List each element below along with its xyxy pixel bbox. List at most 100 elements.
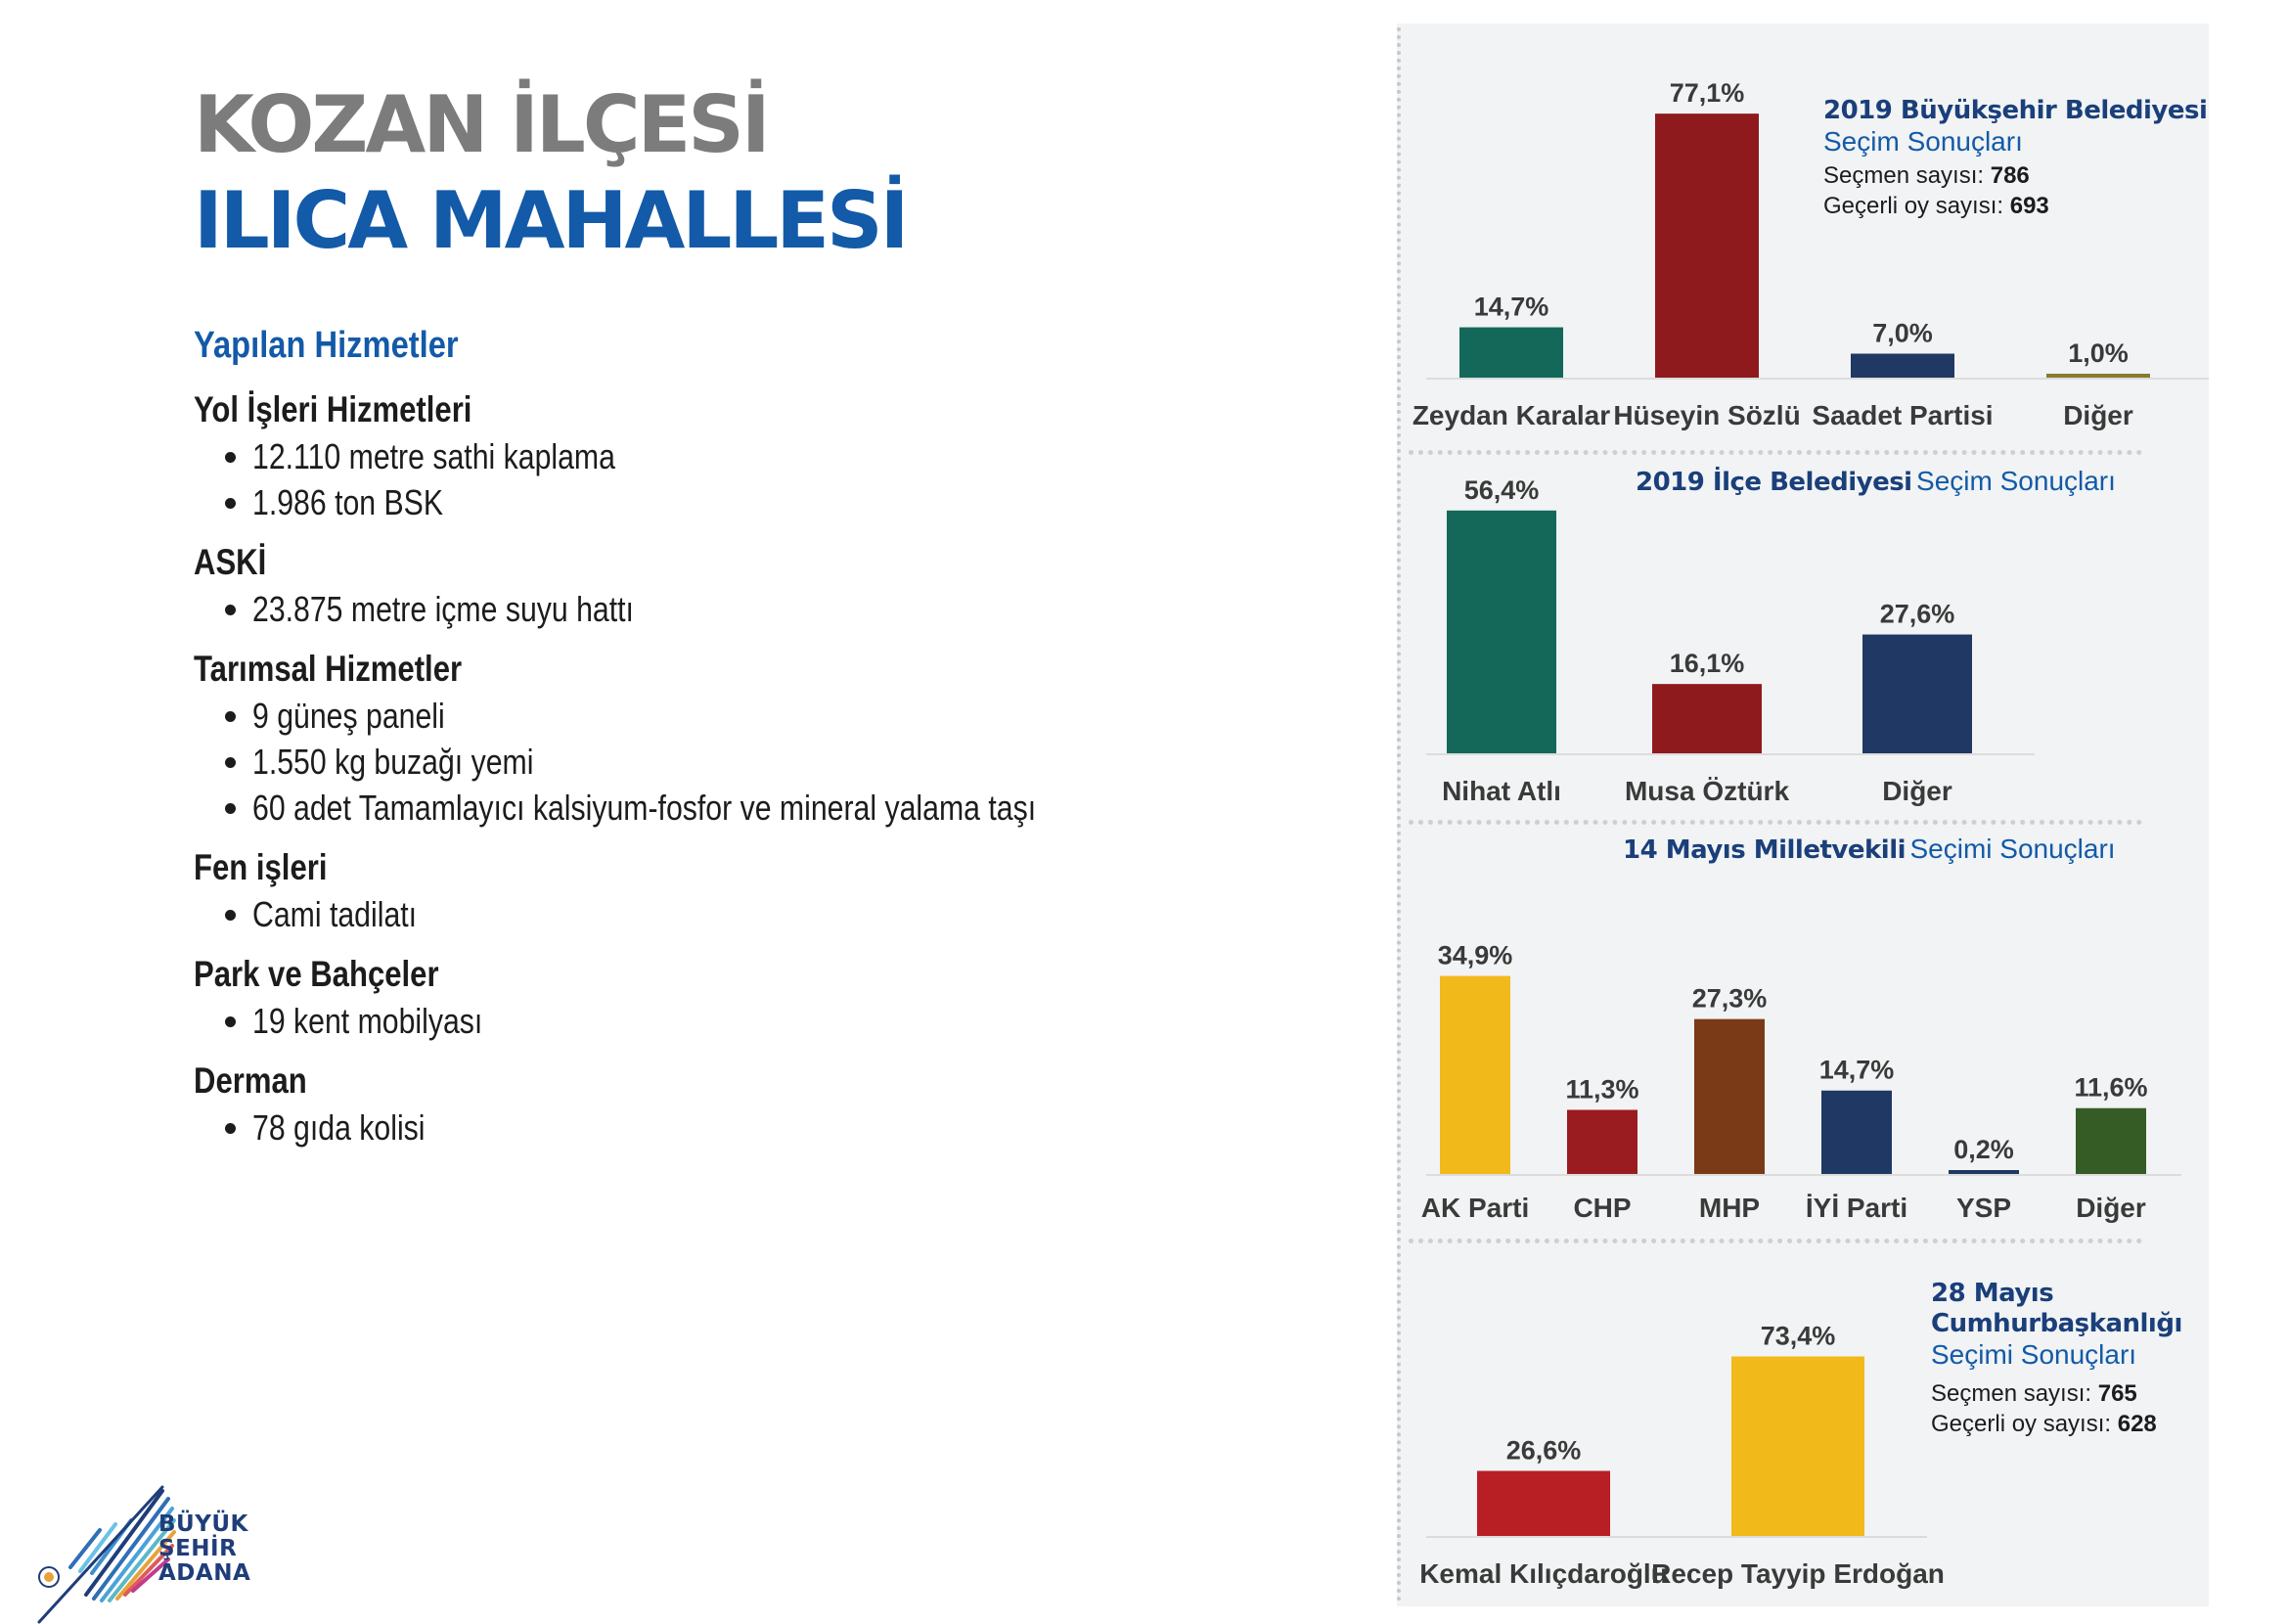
service-item: 23.875 metre içme suyu hattı: [194, 586, 1319, 632]
presidential-2023-chart: 26,6% Kemal Kılıçdaroğlu 73,4% Recep Tayyip…: [1419, 1322, 1945, 1590]
chart-2-title: 2019 İlçe Belediyesi Seçim Sonuçları: [1636, 466, 2116, 497]
service-item-text: 78 gıda kolisi: [252, 1107, 426, 1148]
chart-2-title-normal: Seçim Sonuçları: [1916, 466, 2116, 496]
service-group-title: Tarımsal Hizmetler: [194, 649, 463, 689]
service-group: Yol İşleri Hizmetleri 12.110 metre sathi …: [194, 386, 1319, 525]
metropolitan-2019-chart: 14,7% Zeydan Karalar 77,1% Hüseyin Sözlü 7,0…: [1413, 78, 2209, 430]
service-group: Fen işleri Cami tadilatı: [194, 844, 1319, 937]
service-item: 78 gıda kolisi: [194, 1105, 1319, 1150]
category-label: Hüseyin Sözlü: [1613, 400, 1800, 430]
category-label: Diğer: [2063, 400, 2133, 430]
data-label: 27,3%: [1692, 984, 1768, 1014]
category-label: Recep Tayyip Erdoğan: [1651, 1558, 1945, 1589]
chart-3-title: 14 Mayıs Milletvekili Seçimi Sonuçları: [1623, 834, 2116, 865]
valid-votes-value: 628: [2117, 1411, 2157, 1437]
chart-4-title-normal: Seçimi Sonuçları: [1931, 1339, 2137, 1370]
category-label: CHP: [1573, 1193, 1631, 1223]
category-label: Zeydan Karalar: [1413, 400, 1610, 430]
logo-line-3: ADANA: [158, 1560, 251, 1586]
bar: [1440, 975, 1510, 1174]
service-group: Derman 78 gıda kolisi: [194, 1058, 1319, 1150]
service-item-text: 1.986 ton BSK: [252, 482, 444, 522]
bullet-icon: [225, 605, 236, 615]
category-label: Musa Öztürk: [1625, 776, 1789, 806]
chart-4-title: 28 Mayıs Cumhurbaşkanlığı Seçimi Sonuçla…: [1931, 1279, 2182, 1370]
valid-votes-label: Geçerli oy sayısı:: [1931, 1411, 2112, 1437]
service-item: 19 kent mobilyası: [194, 998, 1319, 1044]
category-label: MHP: [1699, 1193, 1760, 1223]
chart-1-title: 2019 Büyükşehir Belediyesi Seçim Sonuçla…: [1823, 95, 2208, 158]
voters-value: 765: [2097, 1380, 2137, 1407]
chart-1-title-bold: 2019 Büyükşehir Belediyesi: [1823, 96, 2208, 125]
bullet-icon: [225, 711, 236, 722]
service-item: 60 adet Tamamlayıcı kalsiyum-fosfor ve m…: [194, 785, 1319, 831]
service-group-title: Derman: [194, 1060, 307, 1101]
bullet-icon: [225, 1123, 236, 1134]
data-label: 27,6%: [1880, 600, 1955, 629]
bar: [1477, 1470, 1610, 1536]
service-item: 1.986 ton BSK: [194, 479, 1319, 525]
data-label: 73,4%: [1761, 1322, 1836, 1351]
logo-line-2: ŞEHİR: [158, 1536, 238, 1561]
service-item-text: Cami tadilatı: [252, 894, 418, 934]
chart-4-info: Seçmen sayısı: 765 Geçerli oy sayısı: 62…: [1931, 1378, 2157, 1439]
neighborhood-title: ILICA MAHALLESİ: [194, 175, 909, 266]
service-group-title: Fen işleri: [194, 847, 328, 887]
voters-value: 786: [1990, 162, 2030, 189]
bar: [1567, 1109, 1637, 1174]
data-label: 7,0%: [1872, 319, 1933, 348]
service-item: 12.110 metre sathi kaplama: [194, 433, 1319, 479]
chart-3-title-normal: Seçimi Sonuçları: [1909, 834, 2116, 864]
data-label: 11,6%: [2074, 1073, 2147, 1103]
bar: [1862, 634, 1972, 753]
service-group-title: ASKİ: [194, 542, 267, 582]
section-divider: [1409, 1239, 2142, 1243]
category-label: Saadet Partisi: [1812, 400, 1993, 430]
bullet-icon: [225, 803, 236, 814]
bar: [1821, 1090, 1892, 1174]
service-item-text: 9 güneş paneli: [252, 696, 445, 736]
category-label: YSP: [1956, 1193, 2011, 1223]
chart-4-title-bold-1: 28 Mayıs: [1931, 1279, 2054, 1308]
data-label: 0,2%: [1953, 1135, 2014, 1164]
data-label: 16,1%: [1670, 649, 1745, 678]
chart-2-title-bold: 2019 İlçe Belediyesi: [1636, 468, 1912, 497]
section-divider: [1409, 450, 2142, 455]
services-list: Yol İşleri Hizmetleri 12.110 metre sathi …: [194, 386, 1319, 1164]
category-label: Nihat Atlı: [1442, 776, 1561, 806]
bullet-icon: [225, 452, 236, 463]
voters-label: Seçmen sayısı:: [1823, 162, 1985, 189]
section-divider: [1409, 820, 2142, 825]
data-label: 11,3%: [1565, 1074, 1638, 1104]
valid-votes-value: 693: [2009, 193, 2049, 219]
services-heading: Yapılan Hizmetler: [194, 325, 459, 366]
voters-label: Seçmen sayısı:: [1931, 1380, 2092, 1407]
category-label: AK Parti: [1421, 1193, 1529, 1223]
adana-logo: [37, 1485, 176, 1624]
bar: [1694, 1018, 1765, 1174]
category-label: Kemal Kılıçdaroğlu: [1419, 1558, 1668, 1589]
logo-line-1: BÜYÜK: [158, 1511, 248, 1537]
bar: [1459, 327, 1563, 378]
bar: [1655, 113, 1759, 379]
bullet-icon: [225, 498, 236, 509]
chart-4-title-bold-2: Cumhurbaşkanlığı: [1931, 1309, 2182, 1338]
service-group: Tarımsal Hizmetler 9 güneş paneli 1.550 kg…: [194, 646, 1319, 831]
service-item: Cami tadilatı: [194, 891, 1319, 937]
district-2019-chart: 56,4% Nihat Atlı 16,1% Musa Öztürk 27,6% Diğe…: [1426, 475, 2035, 806]
data-label: 77,1%: [1670, 78, 1745, 108]
bar: [1447, 510, 1556, 753]
district-title: KOZAN İLÇESİ: [194, 79, 771, 170]
category-label: Diğer: [2076, 1193, 2146, 1223]
panel-divider: [1397, 27, 1401, 1602]
bar: [1949, 1170, 2019, 1174]
chart-1-title-normal: Seçim Sonuçları: [1823, 126, 2023, 157]
category-label: İYİ Parti: [1806, 1193, 1907, 1223]
service-group-title: Park ve Bahçeler: [194, 954, 439, 994]
service-item-text: 19 kent mobilyası: [252, 1001, 483, 1041]
chart-3-title-bold: 14 Mayıs Milletvekili: [1623, 835, 1907, 865]
bar: [2076, 1107, 2146, 1174]
category-label: Diğer: [1882, 776, 1952, 806]
service-item-text: 60 adet Tamamlayıcı kalsiyum-fosfor ve m…: [252, 788, 1037, 828]
data-label: 14,7%: [1819, 1056, 1895, 1085]
